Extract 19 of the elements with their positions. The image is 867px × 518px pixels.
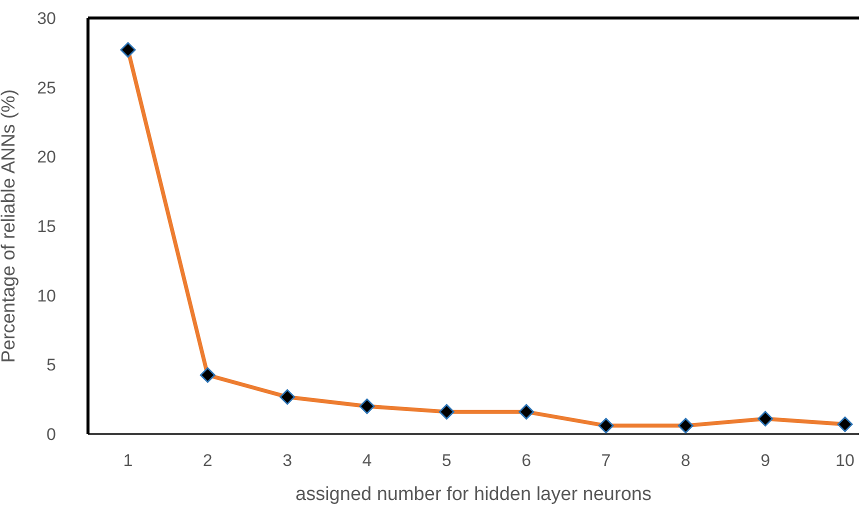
y-axis-title: Percentage of reliable ANNs (%): [0, 89, 20, 363]
y-tick-label: 15: [37, 217, 56, 236]
x-tick-label: 3: [282, 451, 292, 470]
x-axis-title: assigned number for hidden layer neurons: [296, 484, 652, 505]
x-tick-label: 2: [202, 451, 212, 470]
x-tick-label: 10: [836, 451, 854, 470]
y-tick-label: 10: [37, 286, 56, 306]
y-tick-label: 30: [37, 9, 56, 28]
y-tick-label: 25: [37, 78, 56, 98]
x-tick-label: 5: [442, 451, 452, 470]
x-tick-label: 9: [760, 451, 770, 470]
x-tick-label: 7: [601, 451, 611, 470]
y-tick-label: 20: [37, 148, 56, 167]
x-tick-label: 8: [680, 451, 690, 470]
y-tick-label: 0: [46, 425, 56, 444]
x-tick-label: 1: [123, 451, 133, 470]
x-tick-label: 4: [362, 451, 372, 470]
y-tick-label: 5: [46, 356, 56, 375]
x-tick-label: 6: [522, 451, 532, 470]
